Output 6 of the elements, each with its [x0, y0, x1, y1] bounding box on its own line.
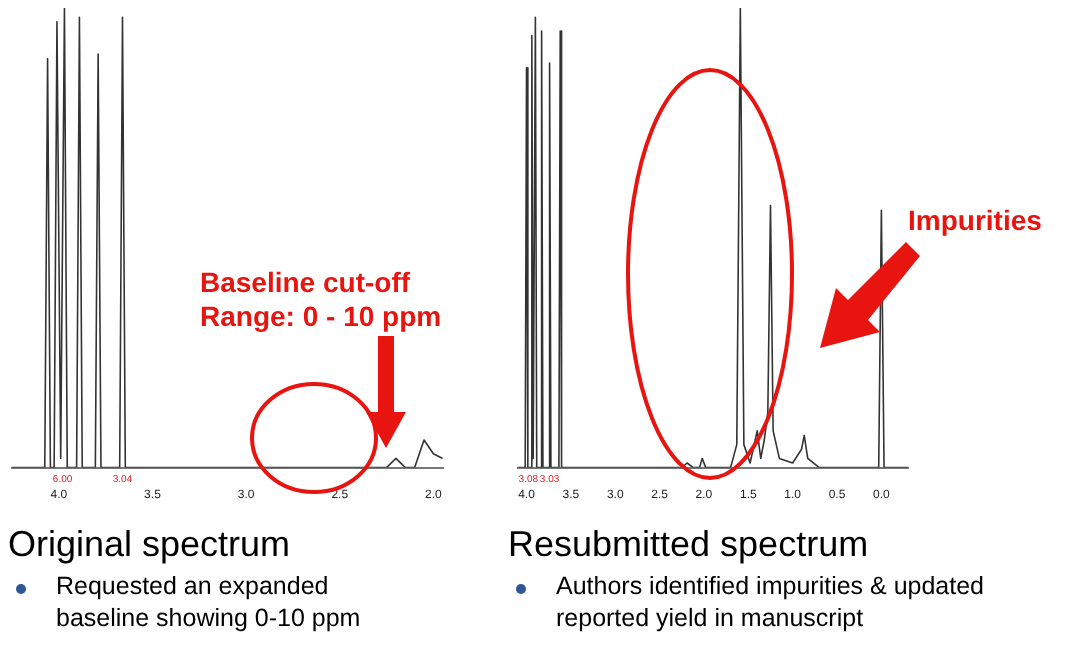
text: Resubmitted spectrum [508, 524, 869, 566]
annotation: Impurities [908, 204, 1042, 238]
text: Requested an expanded baseline showing 0-10 ppm [56, 570, 363, 634]
annotation: Baseline cut-off Range: 0 - 10 ppm [200, 266, 442, 334]
text: Original spectrum [8, 524, 291, 566]
text: Authors identified impurities & updated reported yield in manuscript [556, 570, 987, 634]
